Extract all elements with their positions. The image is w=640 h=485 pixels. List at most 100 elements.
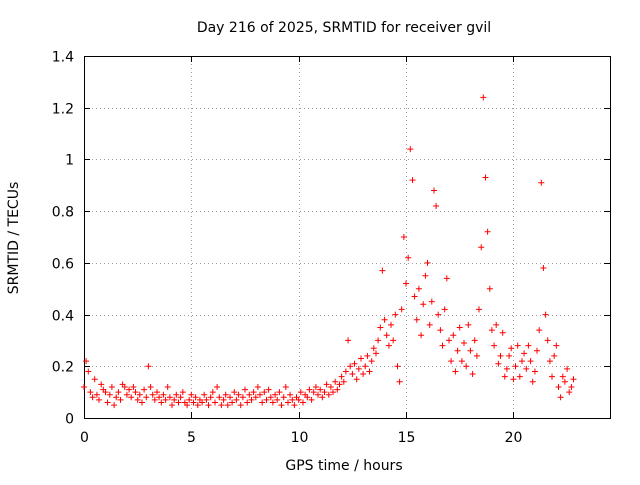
data-point xyxy=(415,285,422,292)
data-point xyxy=(407,146,414,153)
data-point xyxy=(164,384,171,390)
data-point xyxy=(132,389,139,396)
data-point xyxy=(177,394,184,401)
data-point xyxy=(553,342,560,349)
data-point xyxy=(484,228,491,235)
x-tick-label: 15 xyxy=(398,430,416,446)
data-point xyxy=(179,389,186,396)
data-point xyxy=(237,402,244,409)
data-point xyxy=(559,373,566,380)
data-point xyxy=(499,329,506,336)
data-point xyxy=(345,337,352,344)
data-point xyxy=(184,402,191,409)
data-points-layer xyxy=(81,94,577,409)
data-point xyxy=(349,371,356,377)
y-tick-label: 0.8 xyxy=(52,205,74,221)
data-point xyxy=(383,332,390,339)
data-point xyxy=(422,272,429,279)
data-point xyxy=(186,396,193,403)
data-point xyxy=(108,384,115,390)
data-point xyxy=(276,389,283,396)
data-point xyxy=(523,365,530,372)
data-point xyxy=(134,396,141,403)
data-point xyxy=(199,399,206,406)
data-point xyxy=(269,399,276,406)
data-point xyxy=(463,363,470,370)
data-point xyxy=(239,394,246,401)
data-point xyxy=(242,386,248,393)
data-point xyxy=(203,396,210,403)
data-point xyxy=(512,363,519,370)
data-point xyxy=(373,350,379,357)
data-point xyxy=(83,358,90,365)
data-point xyxy=(566,389,573,396)
data-point xyxy=(123,391,130,398)
data-point xyxy=(561,378,568,385)
data-point xyxy=(362,363,369,370)
x-tick-label: 0 xyxy=(80,430,89,446)
data-point xyxy=(224,402,231,409)
data-point xyxy=(364,352,371,359)
data-point xyxy=(85,368,92,375)
data-point xyxy=(207,394,214,401)
y-tick-label: 1.4 xyxy=(52,50,74,66)
data-point xyxy=(538,179,545,186)
data-point xyxy=(413,316,420,323)
data-point xyxy=(439,342,446,349)
data-point xyxy=(529,378,536,385)
data-point xyxy=(317,386,324,393)
data-point xyxy=(136,391,143,398)
data-point xyxy=(212,399,218,406)
data-point xyxy=(160,391,167,398)
data-point xyxy=(525,342,532,349)
data-point xyxy=(201,391,208,398)
data-point xyxy=(549,373,555,380)
data-point xyxy=(295,396,302,403)
y-axis-label: SRMTID / TECUs xyxy=(6,182,22,295)
data-point xyxy=(443,275,450,282)
data-point xyxy=(482,174,489,181)
data-point xyxy=(448,358,455,365)
y-tick-label: 1.2 xyxy=(52,102,74,118)
data-point xyxy=(246,391,253,398)
data-point xyxy=(351,360,358,367)
data-point xyxy=(235,391,242,398)
data-point xyxy=(304,394,311,401)
data-point xyxy=(218,402,225,409)
data-point xyxy=(169,402,175,409)
data-point xyxy=(91,376,98,383)
data-point xyxy=(476,306,482,313)
data-point xyxy=(465,321,472,328)
data-point xyxy=(287,391,294,398)
data-point xyxy=(158,399,165,406)
data-point xyxy=(527,358,534,365)
data-point xyxy=(171,396,178,403)
data-point xyxy=(381,316,388,323)
data-point xyxy=(151,396,158,403)
y-tick-label: 0.6 xyxy=(52,257,74,273)
data-point xyxy=(471,337,478,344)
data-point xyxy=(98,381,105,388)
data-point xyxy=(117,396,124,403)
data-point xyxy=(338,373,345,380)
data-point xyxy=(536,327,543,334)
data-point xyxy=(113,394,120,401)
data-point xyxy=(452,368,459,375)
data-point xyxy=(332,378,339,385)
data-point xyxy=(280,394,287,401)
data-point xyxy=(315,391,321,398)
data-point xyxy=(501,373,508,380)
data-point xyxy=(542,311,549,318)
data-point xyxy=(139,399,145,406)
data-point xyxy=(473,352,480,359)
data-point xyxy=(433,203,440,209)
data-point xyxy=(519,358,525,365)
data-point xyxy=(336,381,343,388)
data-point xyxy=(510,376,517,383)
data-point xyxy=(111,402,118,409)
data-point xyxy=(250,389,257,396)
data-point xyxy=(418,332,425,339)
data-point xyxy=(375,337,382,344)
data-point xyxy=(325,391,332,398)
data-point xyxy=(102,389,109,396)
